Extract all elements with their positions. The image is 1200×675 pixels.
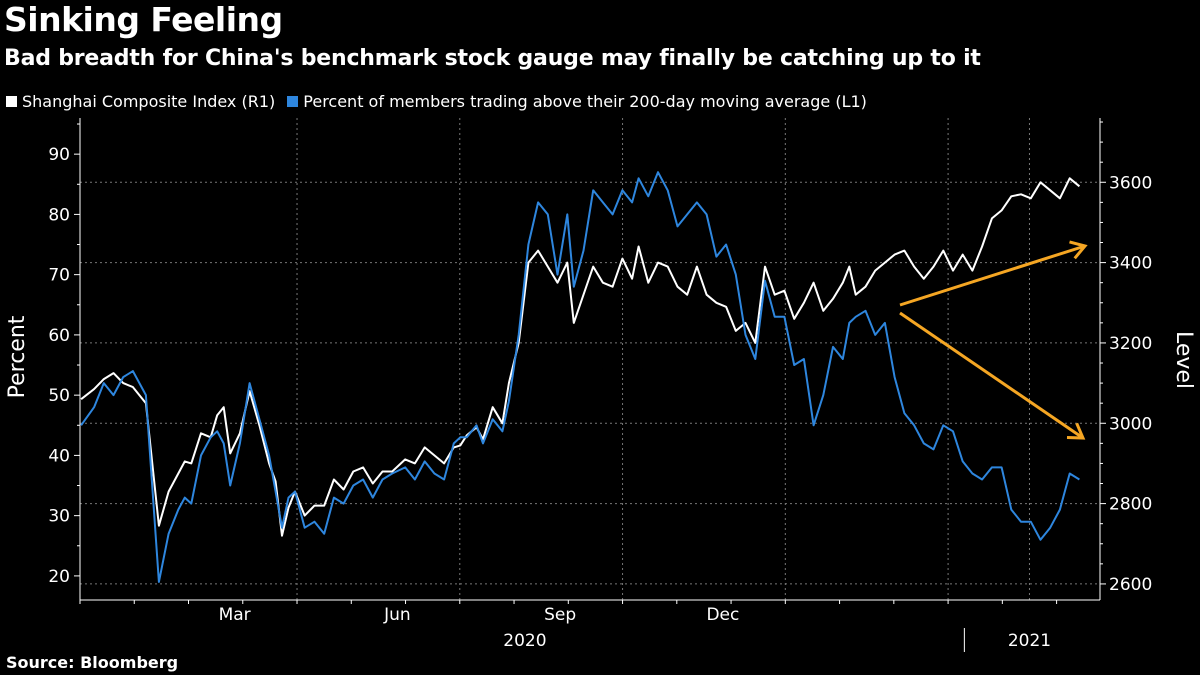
legend: Shanghai Composite Index (R1) Percent of… — [6, 90, 879, 112]
right-tick-label: 3200 — [1109, 334, 1152, 354]
year-label: 2021 — [1008, 631, 1051, 651]
chart-title: Sinking Feeling — [4, 0, 283, 39]
series-line-percent — [80, 171, 1080, 583]
arrow-head — [1066, 422, 1086, 440]
legend-item-shanghai: Shanghai Composite Index (R1) — [6, 92, 275, 111]
left-tick-label: 20 — [48, 567, 70, 587]
arrow-up-right — [899, 240, 1088, 307]
right-tick-label: 3400 — [1109, 254, 1152, 274]
right-tick-label: 3600 — [1109, 173, 1152, 193]
legend-label-percent: Percent of members trading above their 2… — [303, 91, 867, 111]
arrow-down-right — [899, 311, 1086, 440]
right-tick-label: 2600 — [1109, 575, 1152, 595]
left-axis-title: Percent — [5, 315, 30, 398]
series-lines — [80, 171, 1081, 583]
annotations — [899, 240, 1088, 440]
left-tick-label: 80 — [48, 205, 70, 225]
left-tick-label: 50 — [48, 386, 70, 406]
month-label: Sep — [544, 605, 576, 625]
chart-subtitle: Bad breadth for China's benchmark stock … — [4, 46, 981, 71]
left-tick-label: 30 — [48, 507, 70, 527]
grid-lines — [80, 118, 1100, 600]
left-tick-label: 70 — [48, 266, 70, 286]
arrow-shaft — [899, 244, 1086, 307]
legend-swatch-shanghai — [6, 95, 17, 107]
month-label: Jun — [383, 605, 411, 625]
source-note: Source: Bloomberg — [6, 653, 179, 672]
legend-swatch-percent — [287, 95, 299, 107]
left-tick-label: 60 — [48, 326, 70, 346]
left-tick-label: 40 — [48, 446, 70, 466]
legend-item-percent: Percent of members trading above their 2… — [287, 92, 867, 111]
month-label: Dec — [706, 605, 739, 625]
axes — [74, 118, 1106, 652]
month-label: Mar — [219, 605, 251, 625]
left-tick-label: 90 — [48, 145, 70, 165]
right-tick-label: 2800 — [1109, 495, 1152, 515]
right-axis-title: Level — [1171, 331, 1196, 389]
year-label: 2020 — [503, 631, 546, 651]
tick-labels: 20 30 40 50 60 70 80 90 2600 2800 3000 3200 3400 3600… — [48, 145, 1152, 651]
legend-label-shanghai: Shanghai Composite Index (R1) — [22, 91, 276, 111]
arrow-head — [1069, 240, 1088, 260]
arrow-shaft — [899, 311, 1084, 440]
right-tick-label: 3000 — [1109, 414, 1152, 434]
